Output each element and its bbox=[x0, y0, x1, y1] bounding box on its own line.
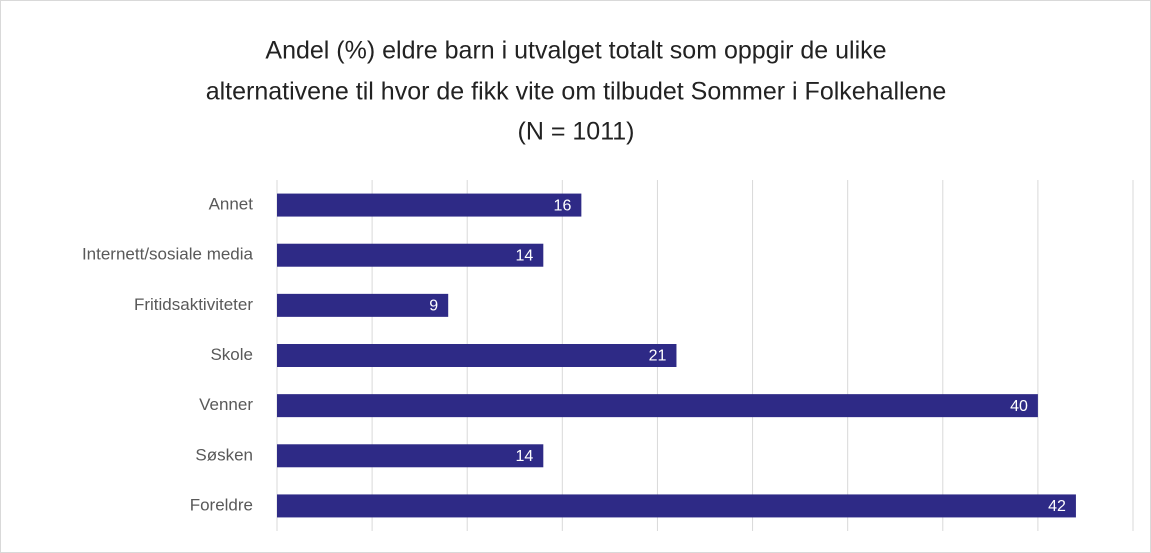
bar bbox=[277, 494, 1076, 518]
data-label: 14 bbox=[516, 448, 534, 465]
chart-title: (N = 1011) bbox=[518, 118, 635, 146]
y-tick-label: Foreldre bbox=[190, 495, 253, 514]
y-tick-label: Venner bbox=[199, 395, 253, 414]
bar bbox=[277, 243, 544, 267]
data-label: 40 bbox=[1010, 398, 1028, 415]
data-label: 16 bbox=[554, 197, 572, 214]
chart-title: alternativene til hvor de fikk vite om t… bbox=[206, 78, 947, 106]
y-tick-label: Internett/sosiale media bbox=[82, 245, 254, 264]
y-tick-label: Fritidsaktiviteter bbox=[134, 295, 253, 314]
data-label: 9 bbox=[429, 298, 438, 315]
data-label: 42 bbox=[1048, 498, 1066, 515]
bar bbox=[277, 193, 582, 217]
bar bbox=[277, 444, 544, 468]
bar bbox=[277, 344, 677, 367]
chart-title: Andel (%) eldre barn i utvalget totalt s… bbox=[265, 37, 886, 65]
y-tick-label: Skole bbox=[210, 345, 253, 364]
y-tick-label: Annet bbox=[209, 195, 254, 214]
data-label: 14 bbox=[516, 247, 534, 264]
y-tick-label: Søsken bbox=[195, 445, 253, 464]
bar bbox=[277, 293, 449, 317]
data-label: 21 bbox=[649, 348, 667, 365]
bar bbox=[277, 394, 1038, 418]
